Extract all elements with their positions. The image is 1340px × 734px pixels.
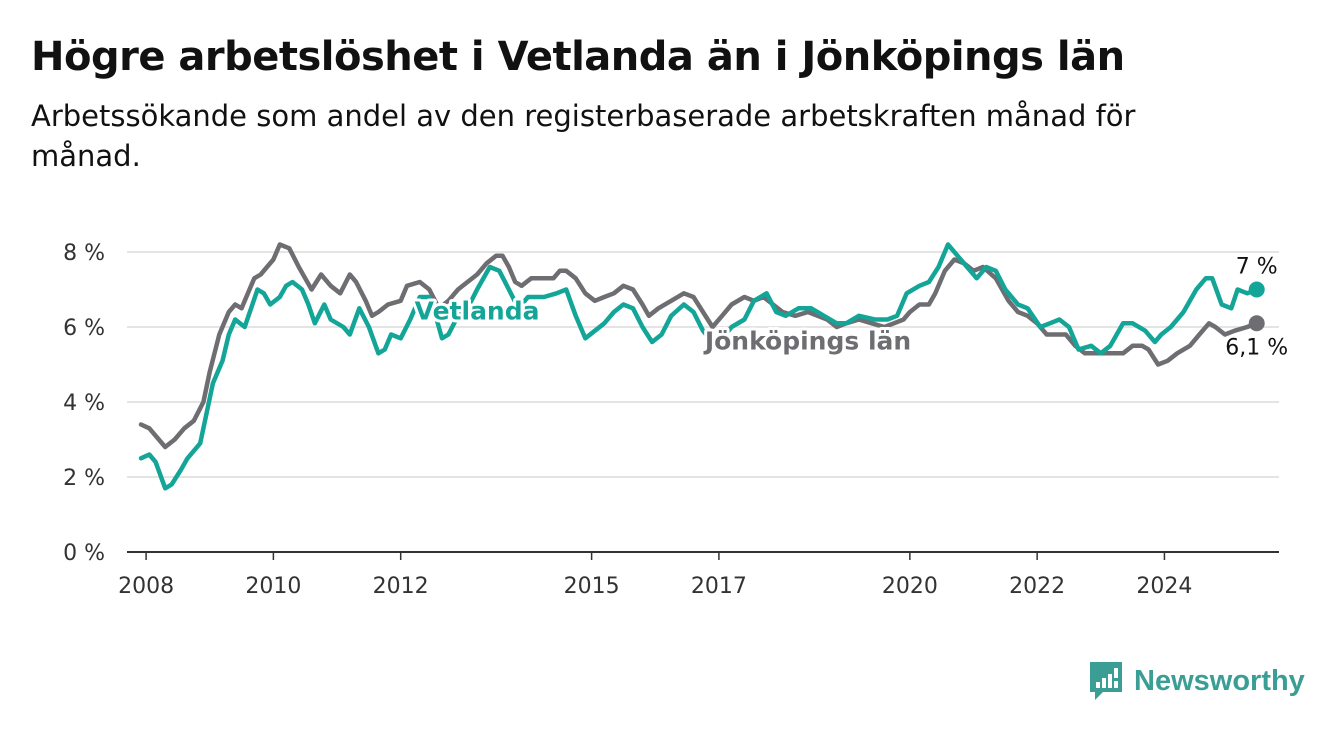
series-end-label: 7 % — [1236, 255, 1278, 280]
x-tick-label: 2022 — [1009, 574, 1065, 599]
y-tick-label: 8 % — [63, 241, 105, 266]
x-tick-label: 2008 — [118, 574, 174, 599]
y-tick-label: 6 % — [63, 316, 105, 341]
x-tick-label: 2015 — [564, 574, 620, 599]
y-tick-label: 0 % — [63, 541, 105, 566]
y-tick-label: 4 % — [63, 391, 105, 416]
x-tick-label: 2017 — [691, 574, 747, 599]
series-line-1 — [138, 242, 1259, 491]
x-tick-label: 2010 — [245, 574, 301, 599]
series-end-label: 6,1 % — [1225, 335, 1288, 360]
series-name-label: Jönköpings län — [703, 327, 911, 356]
series-labels: 6,1 % 7 % Vetlanda Jönköpings län — [412, 255, 1289, 361]
x-tick-label: 2024 — [1136, 574, 1192, 599]
x-tick-label: 2020 — [882, 574, 938, 599]
y-tick-label: 2 % — [63, 466, 105, 491]
chart-title: Högre arbetslöshet i Vetlanda än i Jönkö… — [31, 34, 1125, 80]
series-end-marker — [1248, 315, 1265, 332]
chart-subtitle: Arbetssökande som andel av den registerb… — [31, 99, 1136, 173]
axes: 0 % 2 % 4 % 6 % 8 % 2008 2010 2012 2015 2017 2020 2… — [63, 241, 1279, 599]
newsworthy-brand: Newsworthy — [1088, 660, 1305, 702]
x-tick-label: 2012 — [373, 574, 429, 599]
series-lines — [138, 242, 1265, 491]
series-name-label: Vetlanda — [415, 297, 540, 326]
series-end-marker — [1248, 281, 1265, 298]
series-line-0 — [138, 242, 1259, 450]
brand-name: Newsworthy — [1134, 664, 1305, 697]
newsworthy-logo-icon — [1090, 662, 1122, 700]
